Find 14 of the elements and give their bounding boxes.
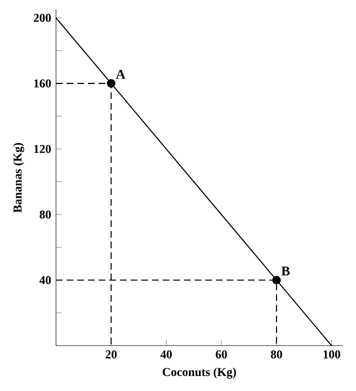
y-tick-label: 120 [34, 144, 51, 154]
y-tick-label: 200 [34, 14, 51, 22]
x-axis-title: Coconuts (Kg) [162, 368, 236, 379]
y-tick-label: 160 [34, 79, 51, 88]
y-tick-label: 80 [40, 210, 51, 219]
annotation: A [116, 70, 126, 79]
x-tick-label: 80 [270, 350, 282, 358]
x-tick-label: 40 [160, 350, 172, 358]
x-tick-label: 100 [324, 350, 340, 358]
annotation: B [281, 266, 290, 276]
y-tick-label: 40 [39, 276, 51, 284]
x-tick-label: 20 [106, 350, 117, 358]
x-tick-label: 60 [216, 350, 227, 358]
y-axis-title: Bananas (Kg) [13, 143, 24, 213]
